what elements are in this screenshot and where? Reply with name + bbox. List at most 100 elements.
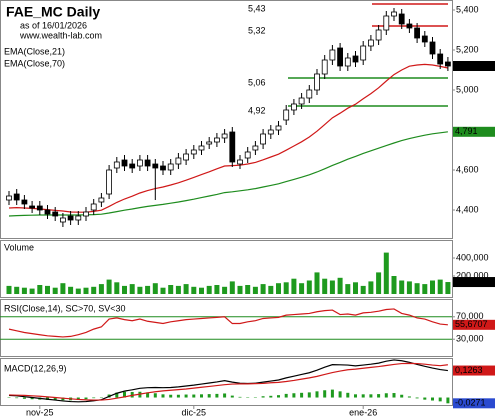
candle-body [213, 137, 220, 143]
last-value-label: 132,891 [455, 276, 488, 286]
y-tick-label: 4,600 [456, 164, 479, 174]
candle-body [44, 209, 51, 215]
ema-line [8, 131, 448, 217]
histogram-bar [292, 393, 296, 398]
candle-body [167, 163, 174, 171]
candle-body [298, 97, 305, 105]
candle-body [306, 89, 313, 99]
histogram-bar [30, 397, 34, 400]
bar [83, 287, 89, 294]
bar [268, 285, 274, 294]
histogram-bar [315, 391, 319, 398]
histogram-bar [361, 394, 365, 398]
histogram-bar [161, 394, 165, 398]
histogram-bar [176, 394, 180, 398]
bar [399, 280, 405, 294]
bar [383, 252, 389, 294]
bar [299, 283, 305, 294]
y-tick-label: 5,000 [456, 84, 479, 94]
candle-body [198, 145, 205, 151]
bar [283, 282, 289, 294]
histogram-bar [192, 394, 196, 398]
last-value-label: 4,791 [455, 126, 478, 136]
candle-body [36, 205, 43, 211]
bar [21, 287, 27, 294]
candle-body [260, 133, 267, 145]
candle-body [60, 217, 66, 223]
bar [276, 283, 281, 294]
bar [114, 282, 120, 294]
chart-title: FAE_MC Daily [6, 4, 100, 20]
candle-body [98, 197, 105, 203]
histogram-bar [22, 397, 26, 399]
bar [314, 272, 320, 294]
candle-body [13, 193, 20, 201]
panel-title: Volume [4, 242, 34, 252]
panel-title: MACD(12,26,9) [4, 363, 67, 373]
candle-body [229, 131, 236, 163]
candle-body [252, 145, 259, 151]
candle-body [129, 163, 136, 169]
candle-body [344, 57, 351, 67]
candle-body [6, 195, 12, 201]
y-tick-label: 4,400 [456, 204, 479, 214]
histogram-bar [123, 391, 126, 398]
panel-title: RSI(Close,14), SC>70, SV<30 [4, 303, 126, 313]
histogram-bar [84, 397, 88, 400]
histogram-bar [200, 394, 203, 398]
candle-body [67, 215, 74, 221]
candle-body [221, 133, 228, 139]
level-label: 5,43 [248, 3, 266, 13]
chart-subtitle: as of 16/01/2026 [20, 20, 87, 30]
volume-panel [0, 240, 453, 298]
candle-body [75, 215, 82, 221]
bar [122, 285, 127, 294]
candle-body [375, 29, 382, 41]
histogram-bar [438, 397, 442, 402]
histogram-bar [377, 394, 381, 398]
candle-body [237, 159, 243, 165]
bar [60, 283, 66, 294]
candle-body [106, 169, 112, 195]
bar [168, 285, 174, 294]
y-tick-label: 5,200 [456, 44, 479, 54]
candle-body [267, 129, 274, 135]
y-tick-label: 70,000 [456, 311, 484, 321]
last-value-box [453, 319, 495, 330]
candle-body [144, 159, 151, 167]
bar [37, 285, 43, 294]
histogram-bar [207, 394, 211, 398]
source: www.wealth-lab.com [19, 30, 102, 40]
candle-body [113, 161, 120, 169]
candle-body [290, 103, 297, 111]
bar [237, 285, 243, 294]
last-value-label: 0,1263 [455, 365, 483, 375]
candle-body [360, 45, 367, 61]
macd-panel [0, 358, 453, 406]
candle-body [421, 35, 428, 43]
last-value-box [453, 398, 495, 409]
histogram-bar [369, 394, 373, 398]
bar [175, 285, 181, 294]
histogram-bar [92, 397, 96, 399]
histogram-bar [284, 393, 288, 398]
x-tick-label: nov-25 [26, 407, 54, 417]
bar [353, 282, 358, 294]
histogram-bar [323, 390, 327, 398]
bar [337, 277, 343, 294]
candle-body [29, 205, 36, 209]
bar [68, 286, 74, 294]
ema-line [8, 63, 449, 213]
candle-body [352, 55, 359, 63]
candle-body [136, 159, 143, 167]
bar [106, 279, 112, 294]
candle-body [429, 41, 436, 55]
bar [91, 286, 97, 294]
candle-body [398, 13, 405, 25]
bar [368, 281, 374, 294]
histogram-bar [346, 392, 350, 398]
candle-body [414, 27, 421, 39]
bar [183, 284, 189, 294]
bar [345, 284, 351, 294]
legend-entry: EMA(Close,21) [4, 46, 65, 56]
